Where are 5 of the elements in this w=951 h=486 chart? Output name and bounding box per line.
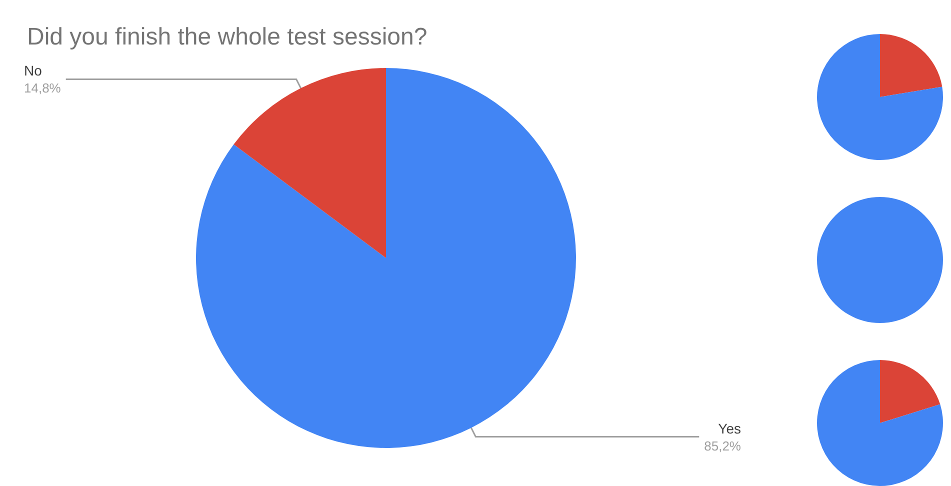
data-label: 14,8% [24,80,62,96]
slice-label: Yes [718,420,741,436]
data-label: 85,2% [704,438,742,454]
chart-title: Did you finish the whole test session? [27,24,428,50]
slice-label: No [24,62,42,79]
